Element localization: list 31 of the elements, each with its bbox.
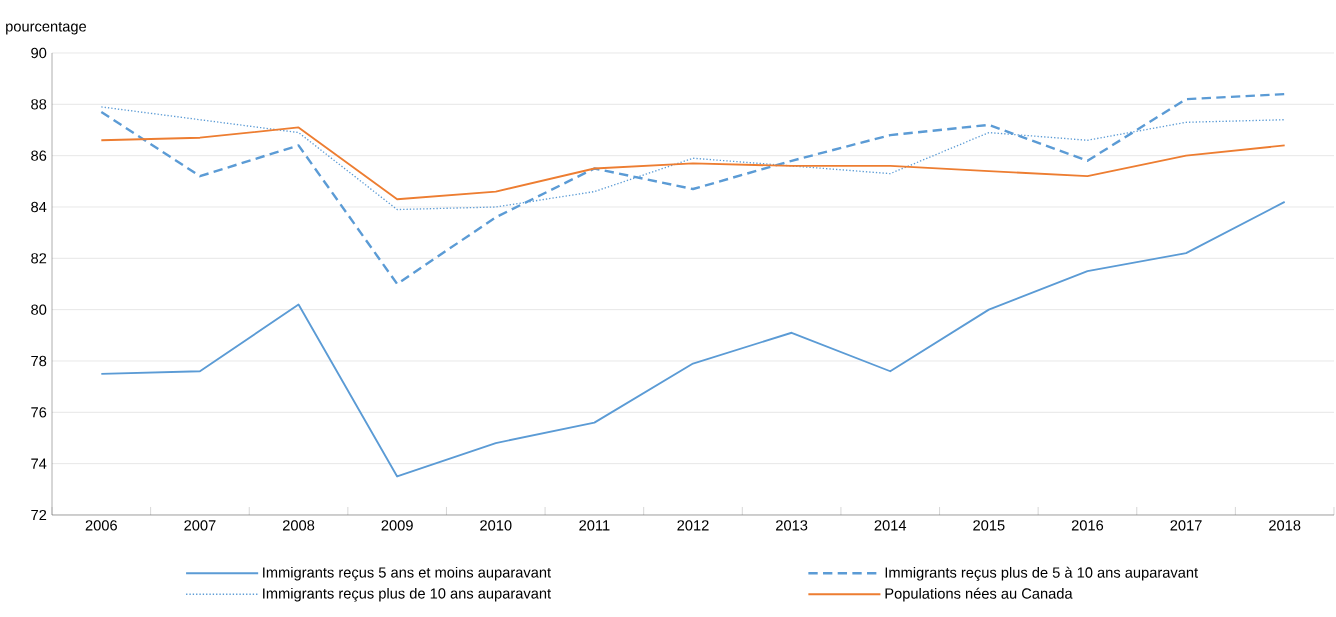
line-series <box>100 126 1286 201</box>
y-tick-label: 78 <box>31 355 47 367</box>
y-tick-label: 74 <box>31 458 47 469</box>
x-tick-label: 2018 <box>1269 520 1301 531</box>
y-tick-label: 82 <box>31 253 47 264</box>
x-tick-label: 2012 <box>677 520 709 531</box>
y-tick-label: 86 <box>31 150 47 161</box>
y-tick-label: 72 <box>31 509 47 521</box>
x-tick-label: 2010 <box>480 520 512 531</box>
y-tick-label: 90 <box>31 47 47 59</box>
legend-label: Immigrants reçus plus de 5 à 10 ans auparavant <box>885 566 1199 581</box>
y-tick-label: 84 <box>31 201 47 213</box>
x-tick-label: 2017 <box>1170 520 1202 531</box>
x-tick-label: 2006 <box>85 520 117 531</box>
x-tick-label: 2008 <box>282 520 315 531</box>
y-axis-title: pourcentage <box>6 21 87 35</box>
line-series <box>100 92 1286 286</box>
y-tick-label: 76 <box>31 407 47 418</box>
legend-label: Immigrants reçus plus de 10 ans auparavant <box>263 587 552 602</box>
x-tick-label: 2007 <box>184 520 216 531</box>
y-tick-label: 88 <box>31 99 47 110</box>
x-tick-label: 2014 <box>874 520 907 531</box>
x-tick-label: 2016 <box>1071 520 1104 531</box>
y-tick-label: 80 <box>31 304 47 315</box>
x-tick-label: 2013 <box>776 520 808 531</box>
legend-label: Immigrants reçus 5 ans et moins auparavant <box>263 566 551 581</box>
x-tick-label: 2015 <box>973 520 1005 531</box>
line-series <box>100 200 1286 478</box>
legend-label: Populations nées au Canada <box>885 587 1073 602</box>
x-tick-label: 2011 <box>579 520 610 531</box>
x-tick-label: 2009 <box>381 520 413 531</box>
